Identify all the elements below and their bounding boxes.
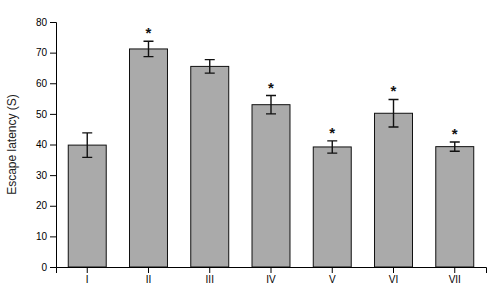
x-tick-label: VI (389, 274, 398, 285)
y-tick: 20 (36, 200, 56, 211)
bar (252, 105, 290, 267)
x-axis: IIIIIIIVVVIVII (57, 267, 487, 285)
x-tick: VII (449, 267, 461, 285)
y-tick-mark (50, 22, 56, 23)
x-tick-mark (393, 267, 394, 273)
x-axis-line (57, 268, 487, 274)
x-tick: II (146, 267, 152, 285)
marks (68, 41, 473, 267)
chart-svg: 01020304050607080IIIIIIIVVVIVII*****Esca… (0, 0, 500, 297)
y-tick: 30 (36, 170, 56, 181)
error-bar-line (143, 41, 153, 56)
y-tick-label: 60 (36, 78, 48, 89)
y-axis-line (50, 23, 57, 268)
annotations: * * * * * (146, 24, 458, 142)
chart-container: 01020304050607080IIIIIIIVVVIVII*****Esca… (0, 0, 500, 297)
bar (313, 147, 351, 267)
y-tick-mark (50, 236, 56, 237)
y-tick-label: 70 (36, 47, 48, 58)
y-tick-label: 40 (36, 139, 48, 150)
error-bar-line (450, 142, 460, 151)
y-tick-mark (50, 83, 56, 84)
error-bar (266, 96, 276, 114)
bar (68, 145, 106, 267)
significance-marker: * (146, 24, 152, 41)
error-bar (205, 60, 215, 73)
x-tick-label: IV (266, 274, 276, 285)
y-tick-label: 50 (36, 109, 48, 120)
x-tick-label: I (86, 274, 89, 285)
y-tick-label: 0 (41, 262, 47, 273)
significance-marker: * (452, 125, 458, 142)
x-tick-mark (148, 267, 149, 273)
significance-marker: * (329, 124, 335, 141)
x-tick: V (329, 267, 336, 285)
x-tick: IV (266, 267, 276, 285)
error-bar-line (82, 133, 92, 158)
y-tick-label: 30 (36, 170, 48, 181)
y-tick-mark (50, 114, 56, 115)
x-tick-mark (454, 267, 455, 273)
bar (191, 66, 229, 267)
x-tick: VI (389, 267, 398, 285)
y-tick: 40 (36, 139, 56, 150)
y-tick: 10 (36, 231, 56, 242)
error-bar-line (389, 99, 399, 127)
y-tick-label: 20 (36, 200, 48, 211)
significance-marker: * (391, 82, 397, 99)
y-axis-title: Escape latency (S) (5, 94, 19, 195)
y-tick-mark (50, 145, 56, 146)
x-tick-mark (271, 267, 272, 273)
error-bar (389, 99, 399, 127)
y-tick: 60 (36, 78, 56, 89)
y-tick-label: 10 (36, 231, 48, 242)
error-bar-line (266, 96, 276, 114)
x-tick-mark (209, 267, 210, 273)
y-tick-mark (50, 206, 56, 207)
x-tick-mark (332, 267, 333, 273)
error-bar-line (205, 60, 215, 73)
error-bar (327, 141, 337, 153)
y-tick: 50 (36, 109, 56, 120)
y-tick-label: 80 (36, 17, 48, 28)
y-tick: 0 (41, 262, 56, 273)
y-tick-mark (50, 175, 56, 176)
y-tick: 70 (36, 47, 56, 58)
y-tick-mark (50, 267, 56, 268)
y-axis: 0 10 20 30 40 50 60 70 80 (36, 17, 57, 273)
error-bar (450, 142, 460, 151)
error-bar (143, 41, 153, 56)
x-tick-label: V (329, 274, 336, 285)
y-tick: 80 (36, 17, 56, 28)
x-tick: III (206, 267, 214, 285)
x-tick-label: III (206, 274, 214, 285)
error-bar (82, 133, 92, 158)
x-tick: I (86, 267, 89, 285)
x-tick-label: VII (449, 274, 461, 285)
y-tick-mark (50, 53, 56, 54)
x-tick-label: II (146, 274, 152, 285)
plot-area: 01020304050607080IIIIIIIVVVIVII***** (36, 17, 487, 285)
significance-marker: * (268, 79, 274, 96)
bar (375, 113, 413, 267)
bar (130, 49, 168, 267)
x-tick-mark (87, 267, 88, 273)
error-bar-line (327, 141, 337, 153)
bar (436, 147, 474, 267)
